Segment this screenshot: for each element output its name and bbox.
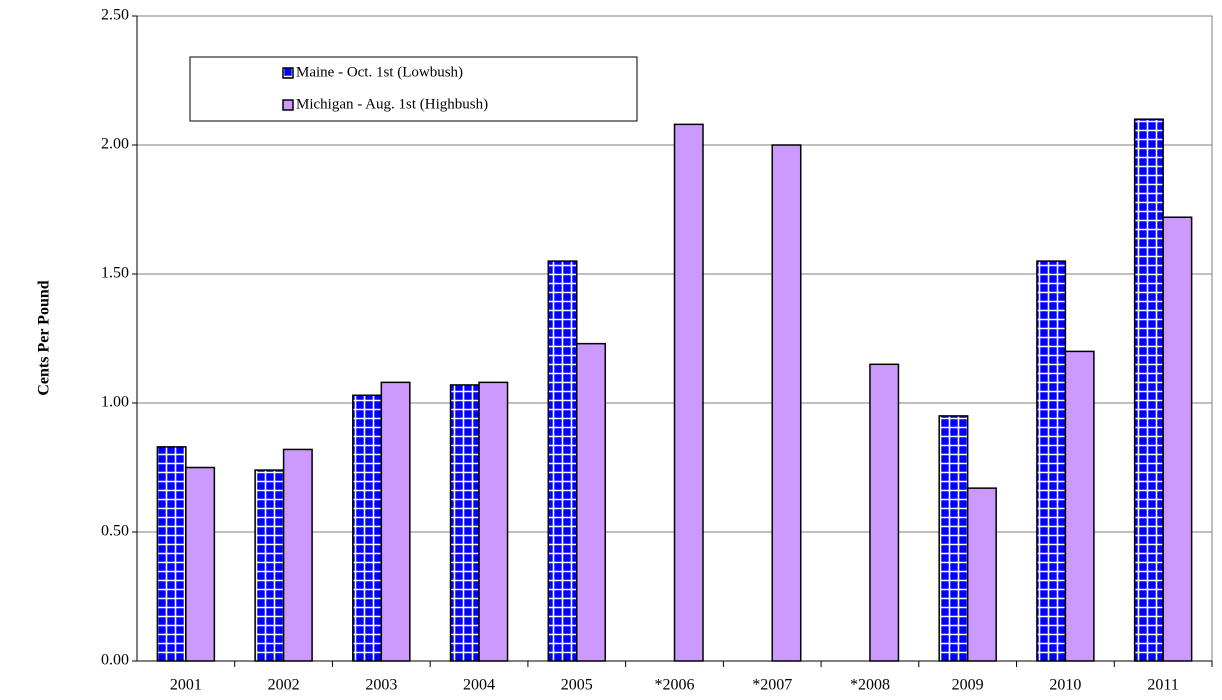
y-tick-label: 2.50 — [101, 7, 129, 24]
bar — [938, 415, 969, 662]
y-tick-label: 0.00 — [101, 652, 129, 669]
x-tick-label: 2009 — [952, 677, 984, 694]
legend-swatch — [282, 99, 294, 111]
x-tick-label: 2011 — [1147, 677, 1178, 694]
x-tick-label: 2010 — [1049, 677, 1081, 694]
bar — [156, 446, 187, 662]
x-tick-label: *2007 — [752, 677, 792, 694]
bar — [1036, 260, 1067, 662]
bar — [282, 448, 313, 662]
bar — [576, 342, 607, 662]
x-tick-label: 2001 — [170, 677, 202, 694]
bar — [1162, 216, 1193, 662]
bar — [1133, 118, 1164, 662]
legend-label: Michigan - Aug. 1st (Highbush) — [296, 96, 488, 112]
bar — [352, 394, 383, 662]
legend-box — [189, 56, 638, 122]
x-tick-label: *2006 — [655, 677, 695, 694]
y-tick-label: 2.00 — [101, 136, 129, 153]
bar — [869, 363, 900, 662]
x-tick-label: 2003 — [365, 677, 397, 694]
x-tick-label: 2002 — [268, 677, 300, 694]
x-tick-label: 2004 — [463, 677, 495, 694]
y-tick-label: 1.50 — [101, 265, 129, 282]
bar — [449, 384, 480, 662]
bar — [673, 123, 704, 662]
legend-swatch — [282, 67, 294, 79]
bar — [478, 381, 509, 662]
bar — [185, 466, 216, 662]
bar — [380, 381, 411, 662]
bar — [771, 144, 802, 662]
legend-label: Maine - Oct. 1st (Lowbush) — [296, 64, 463, 80]
bar — [966, 487, 997, 662]
bar — [547, 260, 578, 662]
x-tick-label: 2005 — [561, 677, 593, 694]
y-tick-label: 0.50 — [101, 523, 129, 540]
bar — [254, 469, 285, 662]
y-tick-label: 1.00 — [101, 394, 129, 411]
x-tick-label: *2008 — [850, 677, 890, 694]
y-axis-label: Cents Per Pound — [36, 280, 53, 395]
bar — [1064, 350, 1095, 662]
